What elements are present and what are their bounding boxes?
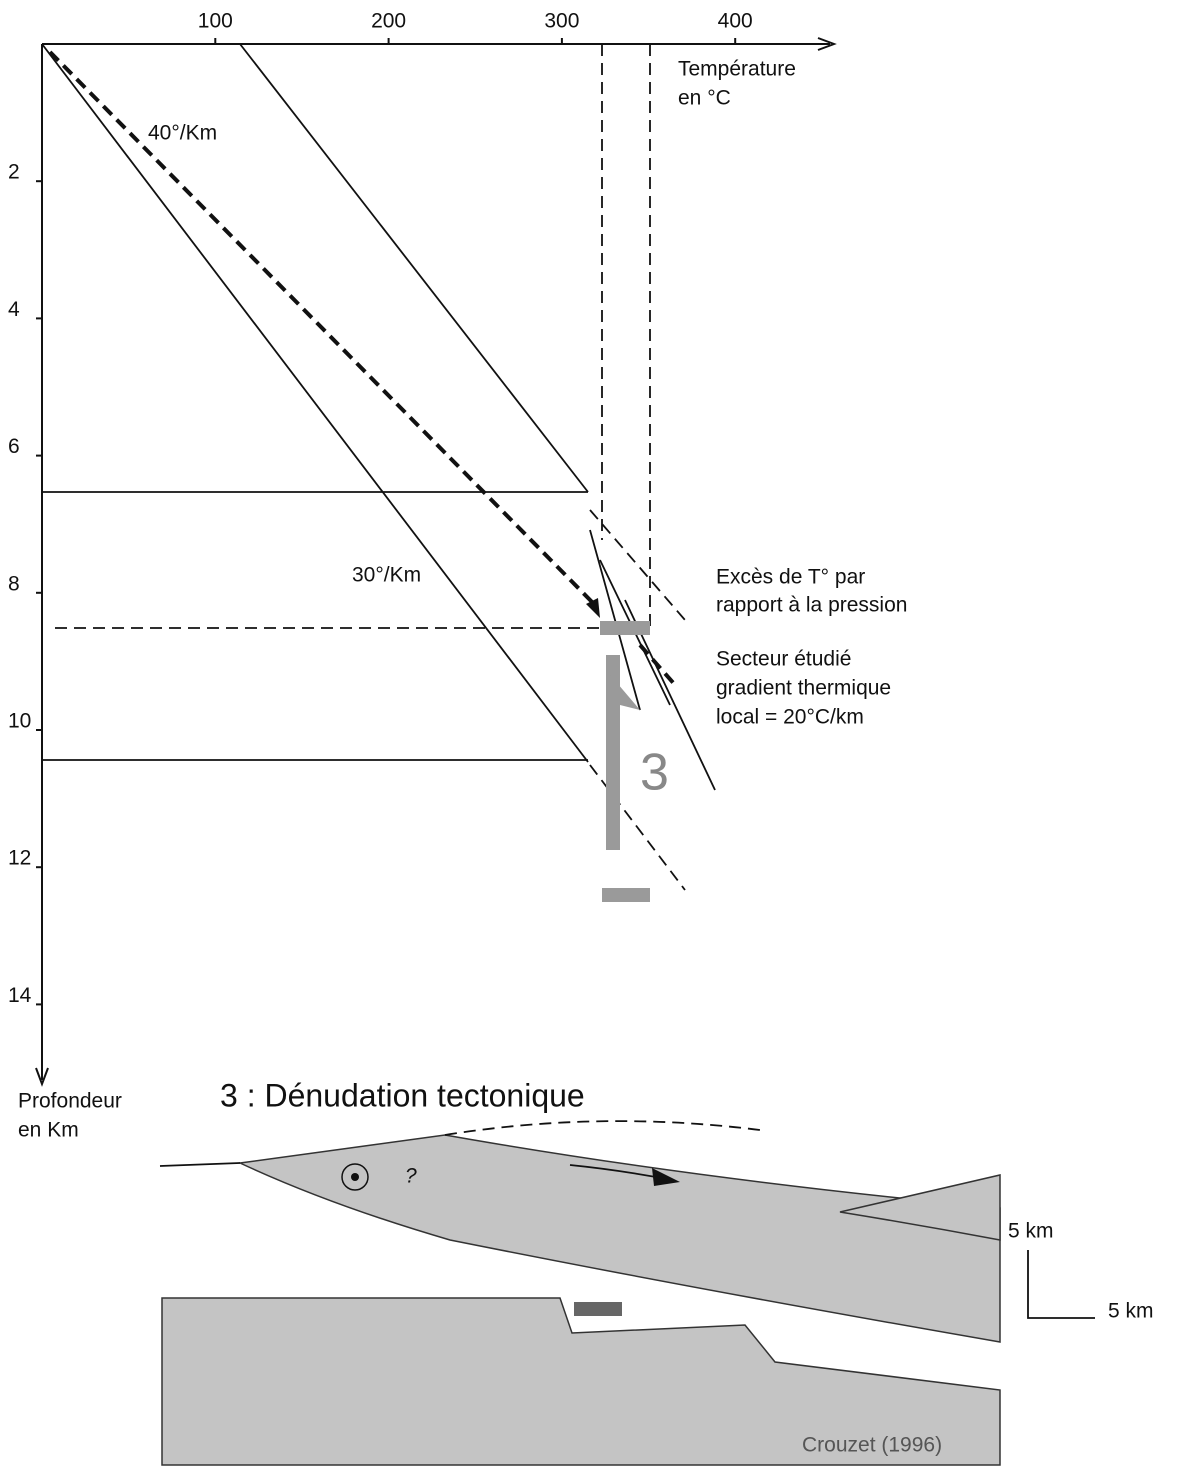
y-arrow	[35, 1067, 49, 1087]
annotation: gradient thermique	[716, 677, 891, 700]
annotation: rapport à la pression	[716, 594, 907, 617]
x-axis-label: en °C	[678, 87, 731, 110]
y-tick-label: 8	[8, 572, 20, 595]
eroded-surface	[444, 1120, 761, 1136]
nappe	[237, 1134, 1001, 1343]
geotherm	[239, 43, 589, 493]
question: ?	[405, 1165, 417, 1188]
geotherm	[41, 43, 589, 763]
geotherms: 40°/Km 30°/Km Excès de T° par rapport à …	[41, 43, 907, 902]
y-tick-label: 6	[8, 435, 20, 458]
sector-box	[602, 888, 650, 902]
x-axis-label: Température	[678, 58, 796, 81]
gradient-line	[638, 643, 678, 688]
y-tick-label: 10	[8, 710, 31, 733]
gradient-line	[589, 509, 686, 621]
geotherm-dashed	[48, 50, 598, 608]
x-tick-label: 300	[544, 10, 579, 33]
scale-label: 5 km	[1108, 1300, 1154, 1323]
scale-label: 5 km	[1008, 1220, 1054, 1243]
cross-section: 3 : Dénudation tectonique ? 5 km 5 km Cr…	[159, 1077, 1154, 1466]
uplift-bar	[606, 655, 620, 850]
wedge	[839, 1174, 1001, 1241]
uplift-arrow	[606, 670, 640, 710]
section-title: 3 : Dénudation tectonique	[220, 1077, 585, 1113]
y-axis-label: en Km	[18, 1119, 79, 1142]
gradient-line	[589, 764, 686, 891]
scale-bar	[1027, 1250, 1095, 1319]
y-axis-label: Profondeur	[18, 1090, 122, 1113]
x-tick-label: 400	[718, 10, 753, 33]
symbol	[341, 1163, 369, 1191]
annotation: 40°/Km	[148, 122, 217, 145]
sector-box	[574, 1302, 622, 1316]
x-tick-label: 100	[198, 10, 233, 33]
x-tick-label: 200	[371, 10, 406, 33]
basement	[161, 1297, 1001, 1466]
surface	[159, 1162, 241, 1167]
symbol	[351, 1173, 359, 1181]
annotation: 30°/Km	[352, 564, 421, 587]
marker: 3	[640, 744, 669, 802]
sector-box	[600, 621, 650, 635]
annotation: local = 20°C/km	[716, 706, 864, 729]
y-tick-label: 4	[8, 298, 20, 321]
arrow-head	[586, 598, 600, 618]
y-tick-label: 12	[8, 847, 31, 870]
arrow-head	[652, 1168, 680, 1186]
local-gradient	[589, 529, 641, 711]
y-tick-label: 2	[8, 161, 20, 184]
annotation: Excès de T° par	[716, 566, 865, 589]
axes: Température en °C Profondeur en Km 100 20…	[8, 10, 837, 1142]
annotation: Secteur étudié	[716, 648, 851, 671]
credit: Crouzet (1996)	[802, 1434, 942, 1457]
x-arrow	[817, 37, 837, 51]
y-tick-label: 14	[8, 984, 32, 1007]
